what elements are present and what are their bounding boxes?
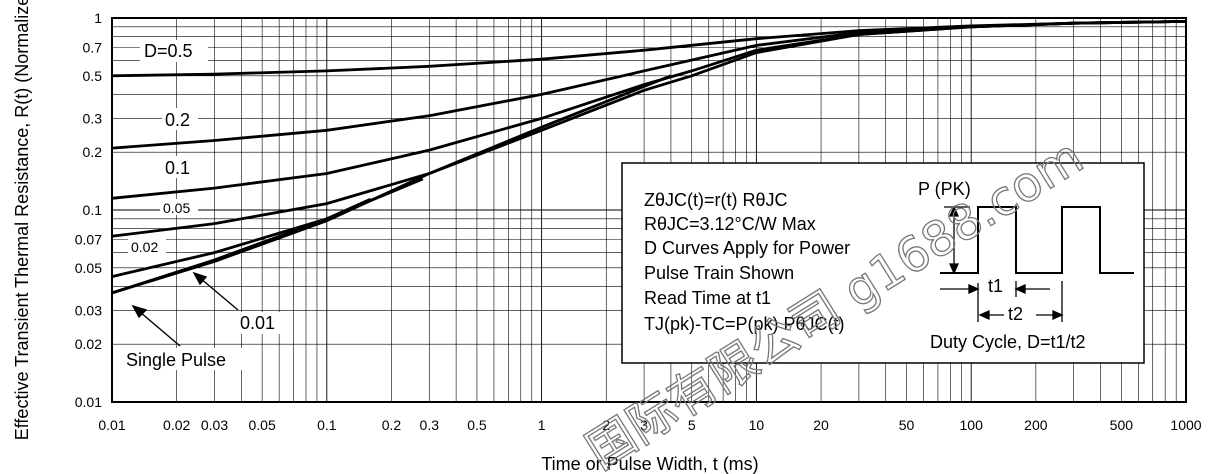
x-tick-label: 0.5: [467, 417, 487, 433]
annotation-line-6: TJ(pk)-TC=P(pk) PθJC(t): [644, 314, 845, 334]
y-tick-label: 0.3: [83, 110, 103, 126]
x-tick-label: 0.05: [249, 417, 276, 433]
y-tick-label: 0.02: [75, 336, 102, 352]
x-tick-label: 0.3: [420, 417, 440, 433]
y-tick-label: 0.01: [75, 394, 102, 410]
x-tick-label: 2: [602, 417, 610, 433]
series-line-0: [111, 20, 1187, 78]
curves: [111, 20, 1187, 295]
curve-label-d05: D=0.5: [144, 41, 193, 61]
y-tick-label: 0.2: [83, 144, 103, 160]
annotation-line-1: ZθJC(t)=r(t) RθJC: [644, 190, 788, 210]
x-tick-label: 1000: [1170, 417, 1201, 433]
annotation-line-4: Pulse Train Shown: [644, 263, 794, 283]
curve-label-002: 0.02: [131, 239, 158, 255]
x-tick-label: 3: [640, 417, 648, 433]
x-tick-labels: 0.01 0.02 0.03 0.05 0.1 0.2 0.3 0.5 1 2 3 5 10 20 50 10…: [98, 417, 1201, 433]
annotation-line-2: RθJC=3.12°C/W Max: [644, 214, 816, 234]
x-axis-label: Time or Pulse Width, t (ms): [541, 454, 758, 474]
x-tick-label: 50: [899, 417, 915, 433]
x-tick-label: 0.01: [98, 417, 125, 433]
label-arrows: [131, 271, 239, 347]
y-tick-label: 0.03: [75, 302, 102, 318]
t2-dimension: [978, 309, 1064, 321]
duty-cycle-label: Duty Cycle, D=t1/t2: [930, 332, 1086, 352]
series-line-6: [111, 74, 672, 295]
y-tick-labels: 1 0.7 0.5 0.3 0.2 0.1 0.07 0.05 0.03 0.02 0.01: [75, 10, 102, 410]
x-tick-label: 200: [1024, 417, 1048, 433]
x-tick-label: 1: [538, 417, 546, 433]
x-tick-label: 20: [813, 417, 829, 433]
y-tick-label: 0.07: [75, 232, 102, 248]
y-tick-label: 0.05: [75, 260, 102, 276]
t2-label: t2: [1008, 304, 1023, 324]
plot-frame: [111, 17, 1187, 403]
y-tick-label: 0.7: [83, 40, 103, 56]
annotation-line-5: Read Time at t1: [644, 288, 771, 308]
pulse-peak-label: P (PK): [918, 179, 971, 199]
curve-label-01: 0.1: [165, 158, 190, 178]
x-tick-label: 5: [688, 417, 696, 433]
y-tick-label: 0.1: [83, 202, 103, 218]
peak-dimension-arrow: [944, 205, 970, 275]
x-tick-label: 0.1: [317, 417, 337, 433]
curve-label-single-pulse: Single Pulse: [126, 350, 226, 370]
y-tick-label: 0.5: [83, 68, 103, 84]
curve-label-001: 0.01: [240, 313, 275, 333]
annotation-box: ZθJC(t)=r(t) RθJC RθJC=3.12°C/W Max D Cu…: [621, 162, 1145, 364]
series-line-3: [111, 20, 1187, 238]
y-tick-label: 1: [94, 10, 102, 26]
x-tick-label: 0.03: [201, 417, 228, 433]
x-tick-label: 10: [749, 417, 765, 433]
x-tick-label: 0.2: [382, 417, 402, 433]
pulse-waveform: [940, 206, 1134, 274]
y-axis-label: Effective Transient Thermal Resistance, …: [12, 0, 32, 440]
annotation-line-3: D Curves Apply for Power: [644, 238, 850, 258]
curve-labels: D=0.5 0.2 0.1 0.05 0.02 0.01 Single Puls…: [122, 40, 284, 370]
curve-label-005: 0.05: [163, 200, 190, 216]
t1-label: t1: [988, 276, 1003, 296]
x-tick-label: 500: [1110, 417, 1134, 433]
x-tick-label: 100: [960, 417, 984, 433]
curve-label-02: 0.2: [165, 110, 190, 130]
x-tick-label: 0.02: [163, 417, 190, 433]
